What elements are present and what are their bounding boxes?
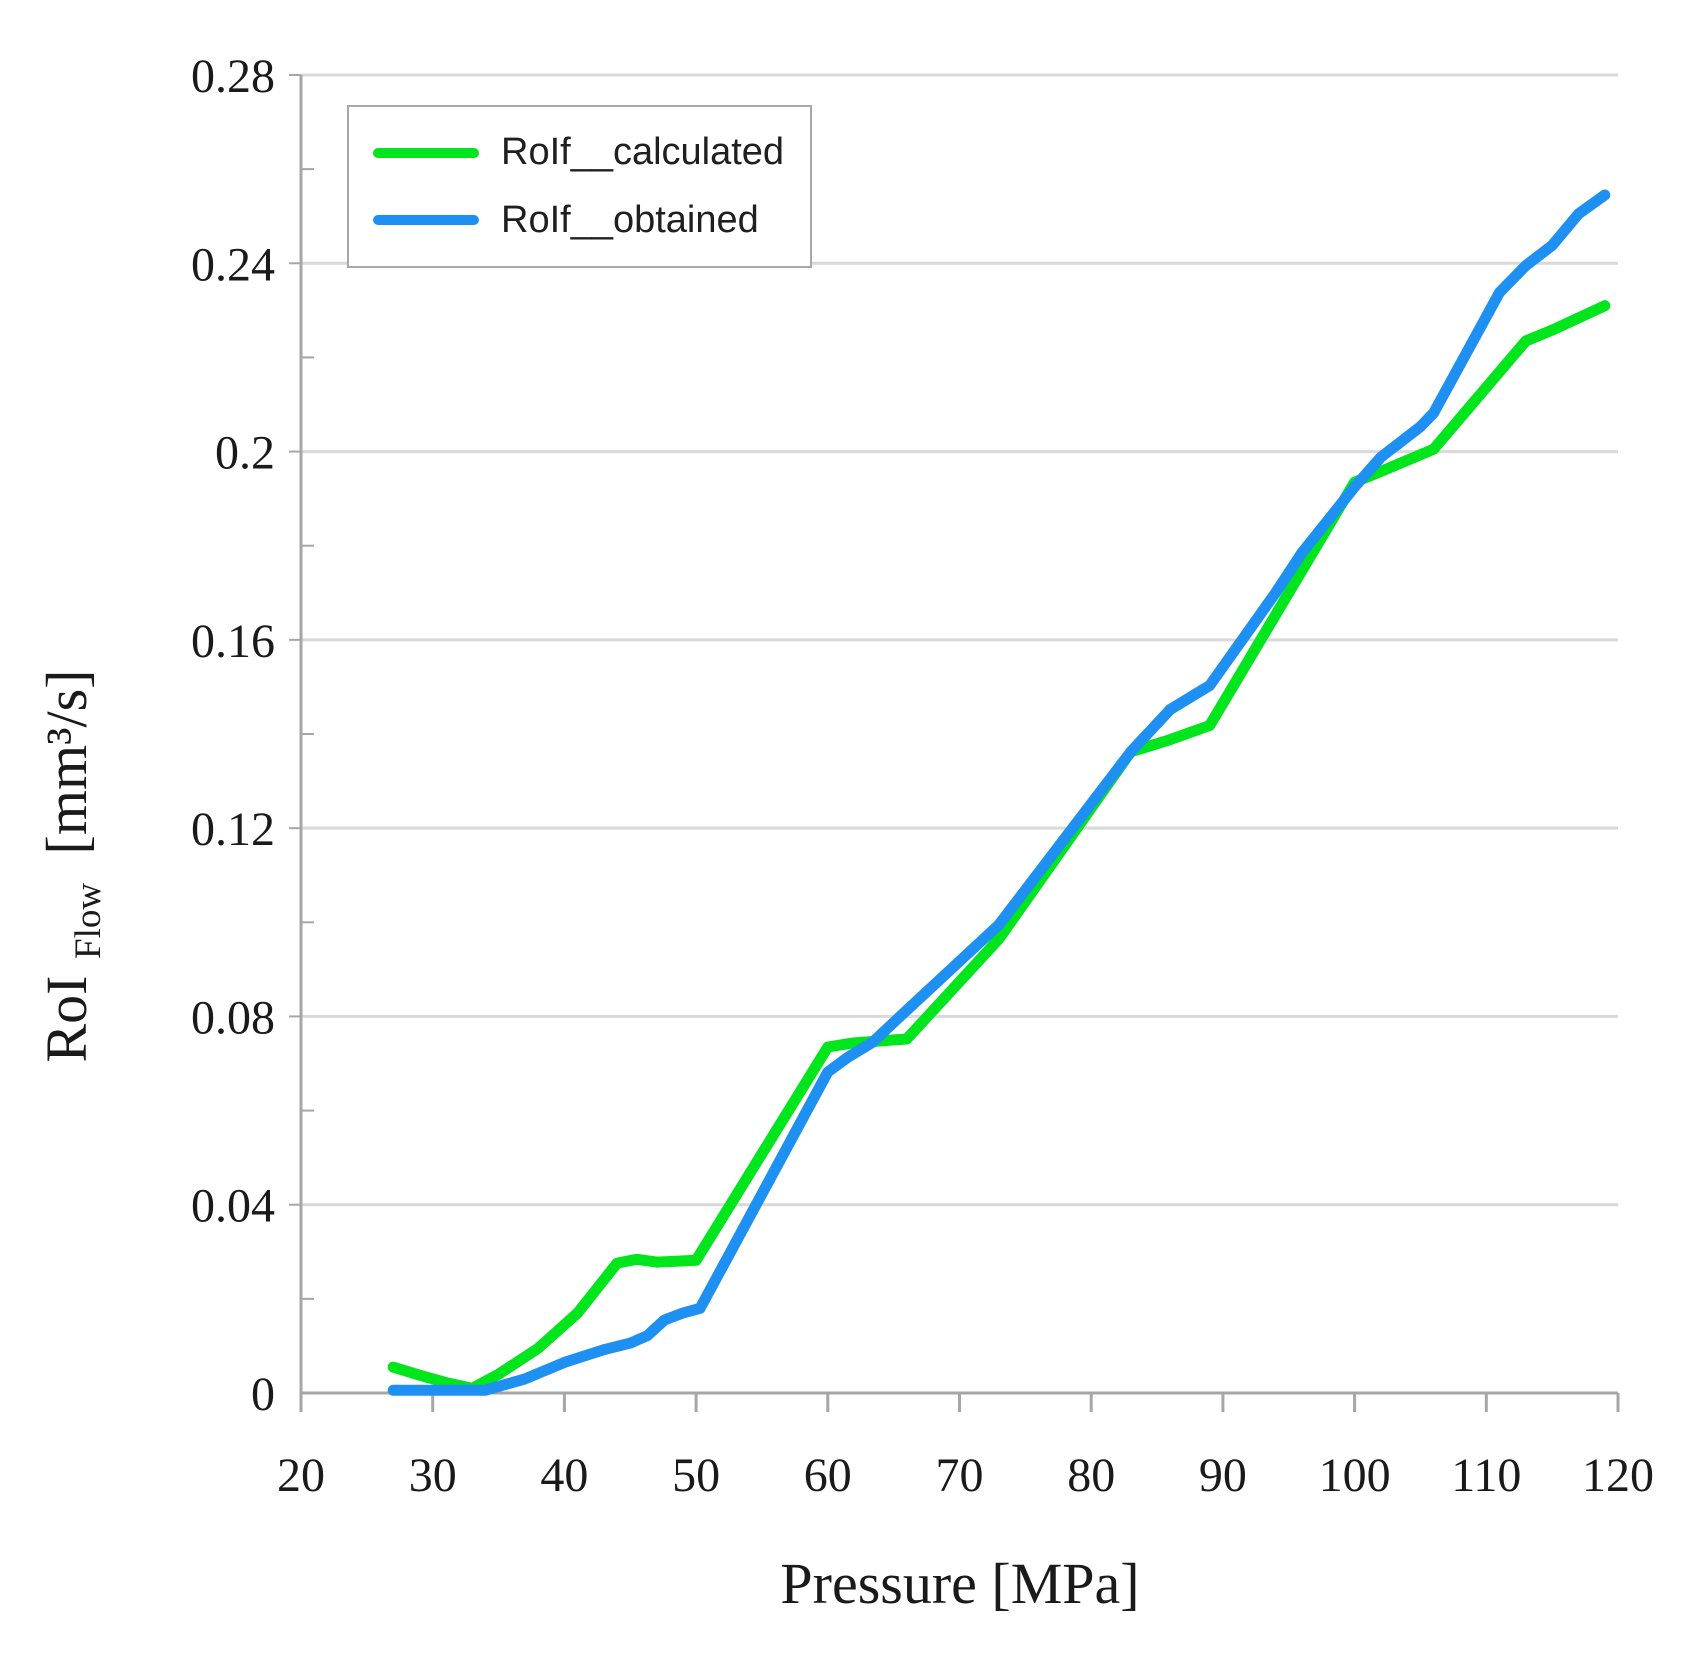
legend-swatch-calculated — [373, 147, 479, 158]
x-tick-label: 40 — [540, 1449, 588, 1502]
legend-swatch-obtained — [373, 215, 479, 226]
y-axis-title-sub: Flow — [68, 883, 109, 959]
y-tick-label: 0 — [251, 1368, 275, 1421]
axis-ticks — [289, 74, 1620, 1412]
x-tick-label: 80 — [1067, 1449, 1115, 1502]
y-tick-label: 0.04 — [191, 1180, 275, 1233]
x-tick-label: 30 — [409, 1449, 457, 1502]
series-lines — [387, 189, 1611, 1396]
tick-labels: 0 0.04 0.08 0.12 0.16 0.2 0.24 0.28 20 30 40 50 60 70… — [191, 50, 1654, 1502]
legend-label-obtained: RoIf__obtained — [501, 198, 759, 241]
x-tick-label: 100 — [1319, 1449, 1391, 1502]
x-tick-label: 70 — [936, 1449, 984, 1502]
legend-item-calculated: RoIf__calculated — [373, 131, 810, 174]
legend-label-calculated: RoIf__calculated — [501, 131, 785, 174]
series-line-obtained — [387, 189, 1611, 1396]
x-tick-label: 90 — [1199, 1449, 1247, 1502]
legend: RoIf__calculated RoIf__obtained — [347, 105, 812, 268]
y-tick-label: 0.16 — [191, 615, 275, 668]
axes — [299, 75, 1618, 1395]
x-tick-label: 50 — [672, 1449, 720, 1502]
legend-item-obtained: RoIf__obtained — [373, 199, 810, 242]
y-tick-label: 0.24 — [191, 238, 275, 291]
y-tick-label: 0.08 — [191, 991, 275, 1044]
series-line-calculated — [387, 300, 1611, 1394]
y-tick-label: 0.12 — [191, 803, 275, 856]
x-axis-title: Pressure [MPa] — [780, 1551, 1139, 1616]
y-axis-title-main: RoI — [34, 976, 99, 1063]
x-tick-label: 110 — [1451, 1449, 1521, 1502]
x-tick-label: 120 — [1582, 1449, 1654, 1502]
x-tick-label: 60 — [804, 1449, 852, 1502]
y-tick-label: 0.2 — [215, 427, 275, 480]
y-axis-title: RoI Flow [mm³/s] — [34, 669, 113, 1062]
y-axis-title-unit: [mm³/s] — [34, 669, 99, 854]
y-tick-label: 0.28 — [191, 50, 275, 103]
x-tick-label: 20 — [277, 1449, 325, 1502]
